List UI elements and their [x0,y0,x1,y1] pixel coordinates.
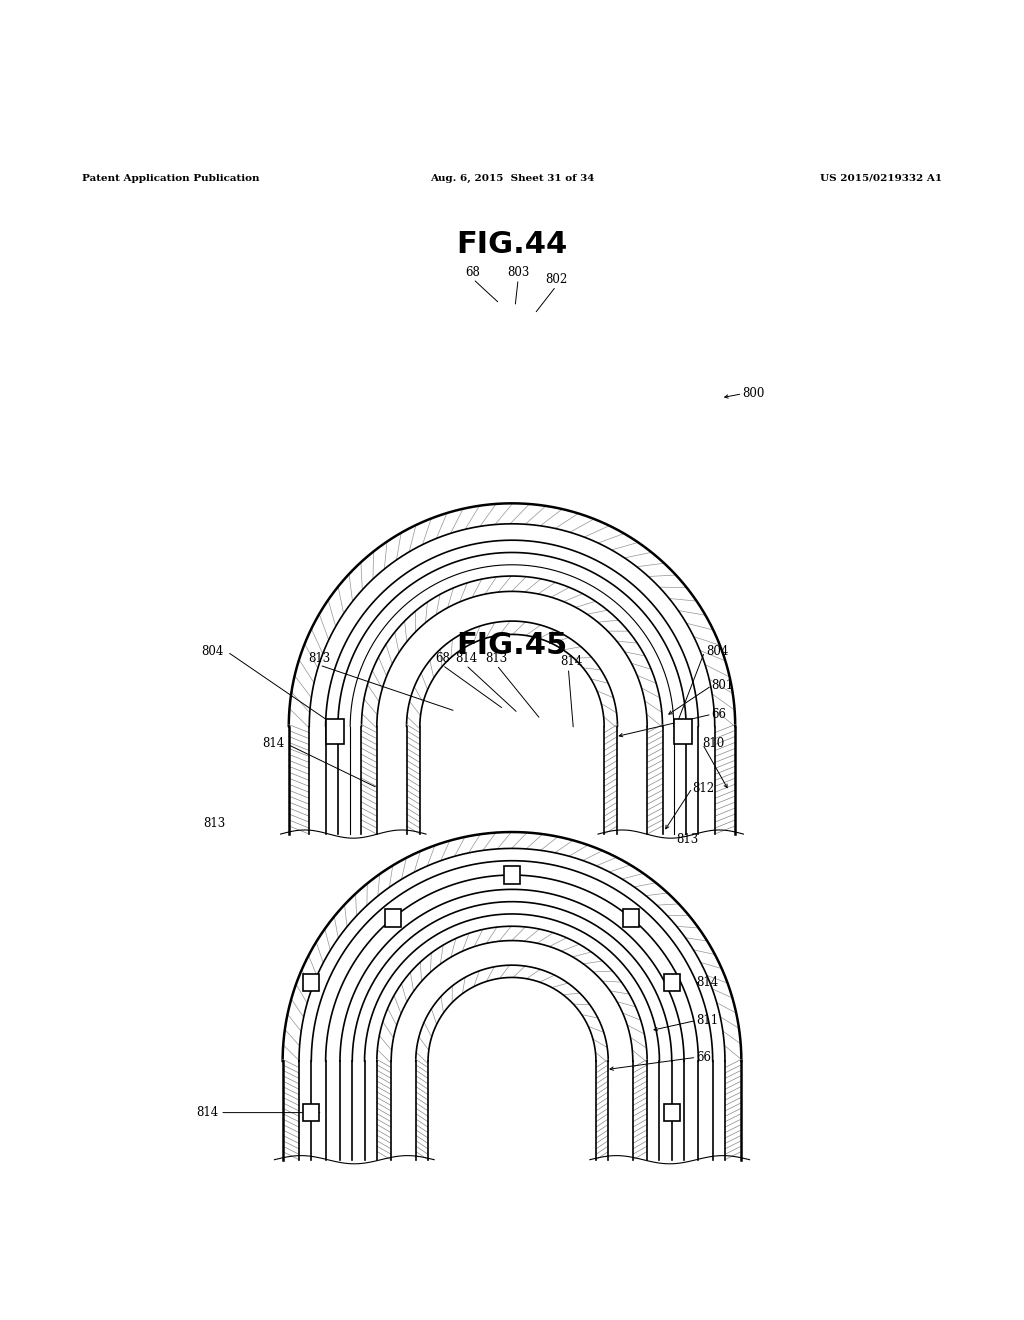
Text: 813: 813 [485,652,508,665]
Text: 800: 800 [742,387,765,400]
Text: 812: 812 [692,781,715,795]
Text: 813: 813 [676,833,698,846]
Bar [326,719,344,744]
Text: 804: 804 [707,645,729,659]
Text: 66: 66 [696,1051,712,1064]
Text: 804: 804 [201,645,223,659]
Text: Aug. 6, 2015  Sheet 31 of 34: Aug. 6, 2015 Sheet 31 of 34 [430,174,594,182]
Bar [664,974,680,991]
Text: 814: 814 [262,738,285,751]
Text: 814: 814 [696,975,719,989]
Text: FIG.45: FIG.45 [457,631,567,660]
Text: Patent Application Publication: Patent Application Publication [82,174,259,182]
Text: 814: 814 [560,655,583,668]
Text: 810: 810 [702,738,725,751]
Bar [674,719,692,744]
Text: 814: 814 [196,1106,218,1119]
Text: 68: 68 [435,652,450,665]
Bar [303,1104,319,1121]
Text: 801: 801 [712,678,734,692]
Text: US 2015/0219332 A1: US 2015/0219332 A1 [820,174,942,182]
Bar [623,909,639,927]
Text: 68: 68 [466,267,480,279]
Text: 813: 813 [203,817,225,830]
Text: 66: 66 [712,708,727,721]
Bar [303,974,319,991]
Text: 811: 811 [696,1014,719,1027]
Bar [664,1104,680,1121]
Text: 813: 813 [308,652,331,665]
Text: 802: 802 [545,273,567,286]
Text: FIG.44: FIG.44 [457,230,567,259]
Bar [385,909,401,927]
Text: 814: 814 [455,652,477,665]
Text: 803: 803 [507,267,529,279]
Bar [504,866,520,884]
